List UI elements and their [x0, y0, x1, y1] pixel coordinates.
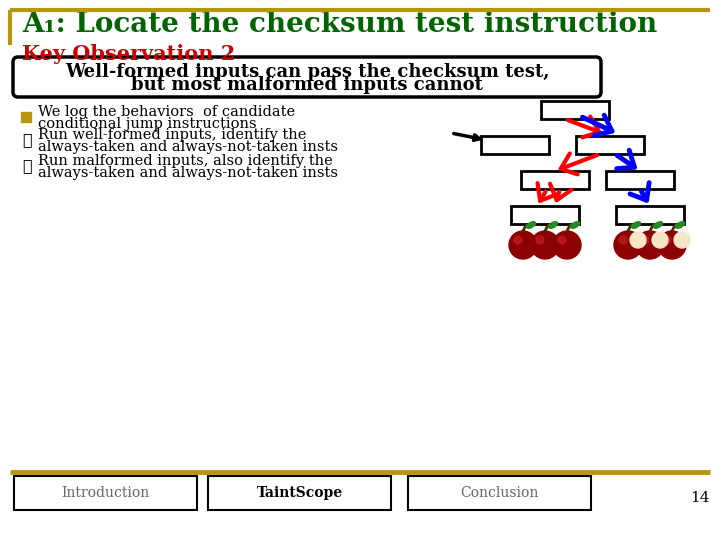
Circle shape — [553, 231, 581, 259]
Bar — [616, 206, 684, 224]
Circle shape — [558, 236, 566, 244]
Bar — [576, 136, 644, 154]
Bar — [208, 476, 391, 510]
Text: Conclusion: Conclusion — [460, 486, 539, 500]
Circle shape — [509, 231, 537, 259]
Circle shape — [614, 231, 642, 259]
Bar — [541, 101, 609, 119]
Circle shape — [658, 231, 686, 259]
Text: always-taken and always-not-taken insts: always-taken and always-not-taken insts — [38, 166, 338, 180]
Ellipse shape — [549, 222, 557, 228]
Text: TaintScope: TaintScope — [256, 486, 343, 500]
Circle shape — [674, 232, 690, 248]
Text: Key Observation 2: Key Observation 2 — [22, 44, 235, 64]
Circle shape — [630, 232, 646, 248]
Ellipse shape — [654, 222, 662, 228]
Ellipse shape — [526, 222, 536, 228]
Circle shape — [514, 236, 522, 244]
Text: always-taken and always-not-taken insts: always-taken and always-not-taken insts — [38, 140, 338, 154]
Text: Run malformed inputs, also identify the: Run malformed inputs, also identify the — [38, 154, 333, 168]
Ellipse shape — [631, 222, 641, 228]
FancyBboxPatch shape — [13, 57, 601, 97]
Circle shape — [636, 231, 664, 259]
Text: We log the behaviors  of candidate: We log the behaviors of candidate — [38, 105, 295, 119]
Bar — [408, 476, 591, 510]
Bar — [606, 171, 674, 189]
Circle shape — [663, 236, 671, 244]
Ellipse shape — [675, 222, 685, 228]
Text: ①: ① — [22, 132, 32, 148]
Circle shape — [619, 236, 627, 244]
Text: A₁: Locate the checksum test instruction: A₁: Locate the checksum test instruction — [22, 11, 657, 38]
Bar — [511, 206, 579, 224]
Bar — [481, 136, 549, 154]
Circle shape — [531, 231, 559, 259]
Text: ②: ② — [22, 158, 32, 174]
Bar — [14, 476, 197, 510]
Text: Run well-formed inputs, identify the: Run well-formed inputs, identify the — [38, 128, 307, 142]
Circle shape — [536, 236, 544, 244]
Ellipse shape — [570, 222, 580, 228]
Text: Well-formed inputs can pass the checksum test,: Well-formed inputs can pass the checksum… — [65, 63, 549, 81]
Text: 14: 14 — [690, 491, 710, 505]
Text: conditional jump instructions: conditional jump instructions — [38, 117, 256, 131]
Text: but most malformed inputs cannot: but most malformed inputs cannot — [131, 76, 483, 94]
Circle shape — [652, 232, 668, 248]
Circle shape — [641, 236, 649, 244]
Bar — [521, 171, 589, 189]
Text: Introduction: Introduction — [61, 486, 150, 500]
